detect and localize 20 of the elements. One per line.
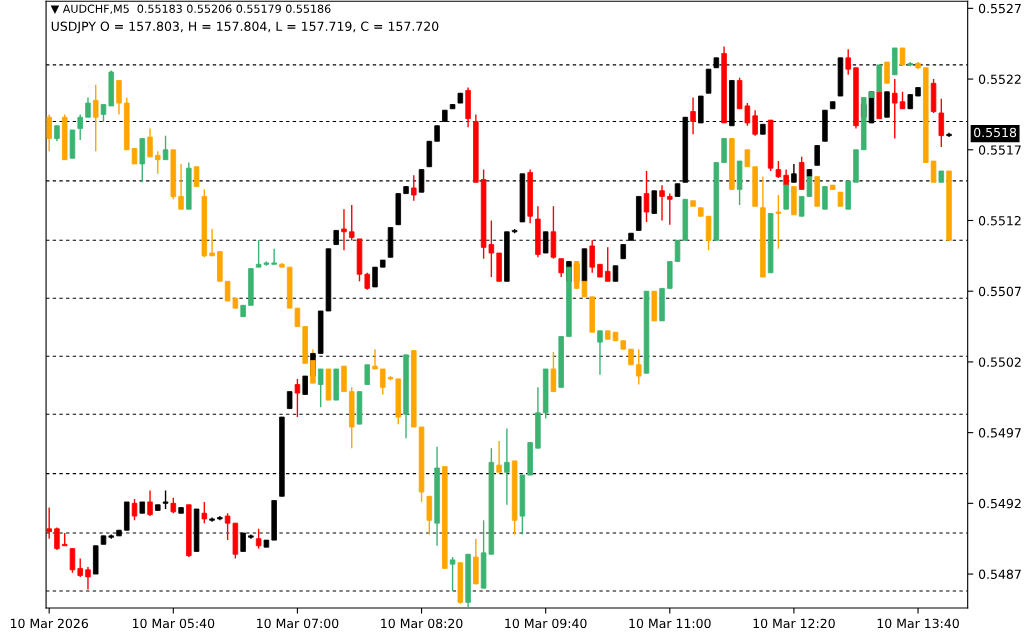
annotation: USDJPY O = 157.803, H = 157.804, L = 157.719, C = 157.720 — [51, 21, 439, 34]
x-tick-label: 10 Mar 12:20 — [753, 618, 835, 629]
y-tick-label: 0.5522 — [978, 74, 1021, 84]
y-tick-label: 0.5527 — [978, 3, 1021, 14]
y-tick-label: 0.5517 — [978, 145, 1021, 155]
y-tick-label: 0.5512 — [978, 215, 1021, 226]
y-tick-label: 0.5487 — [978, 569, 1021, 579]
x-tick-label: 10 Mar 13:40 — [877, 618, 959, 629]
y-tick-label: 0.5502 — [978, 357, 1021, 367]
x-tick-label: 10 Mar 09:40 — [505, 618, 587, 629]
annotation: ▼ AUDCHF,M5 0.55183 0.55206 0.55179 0.55186 — [50, 4, 331, 15]
y-tick-label: 0.5497 — [978, 428, 1021, 438]
y-tick-label: 0.5492 — [978, 498, 1021, 509]
x-tick-label: 10 Mar 08:20 — [381, 618, 463, 629]
x-tick-label: 10 Mar 07:00 — [257, 618, 339, 629]
y-tick-label: 0.5507 — [978, 286, 1021, 297]
x-tick-label: 10 Mar 11:00 — [629, 618, 711, 629]
x-tick-label: 10 Mar 05:40 — [132, 618, 215, 629]
x-tick-label: 10 Mar 2026 — [10, 618, 89, 629]
text: 0.5518 — [974, 127, 1017, 138]
